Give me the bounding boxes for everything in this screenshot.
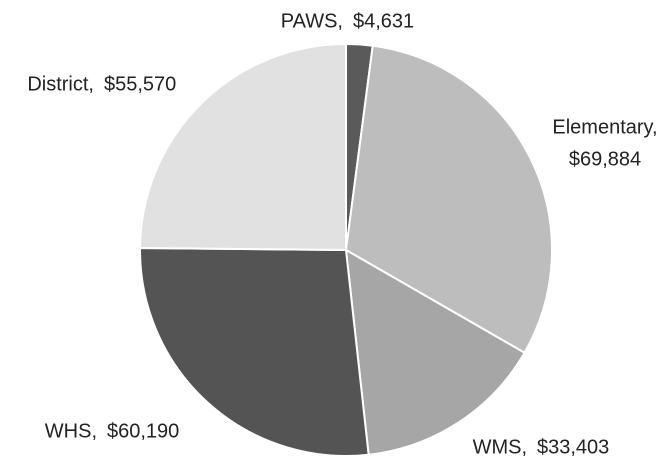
slice-label-name: WHS, — [45, 420, 97, 442]
slice-label-value: $60,190 — [107, 420, 179, 442]
slice-label-value: $69,884 — [569, 148, 641, 170]
pie-slice — [344, 44, 553, 355]
slice-label-value: $33,403 — [537, 436, 609, 458]
slice-label-value: $55,570 — [104, 73, 176, 95]
slice-label-value: $4,631 — [353, 10, 414, 32]
slice-label-name: Elementary, — [552, 116, 657, 138]
slice-label-name: District, — [27, 73, 94, 95]
pie-slice — [138, 42, 347, 252]
pie-slice — [344, 248, 526, 456]
pie-slice — [139, 246, 370, 457]
slice-label-name: WMS, — [473, 436, 527, 458]
slice-label-name: PAWS, — [281, 10, 343, 32]
